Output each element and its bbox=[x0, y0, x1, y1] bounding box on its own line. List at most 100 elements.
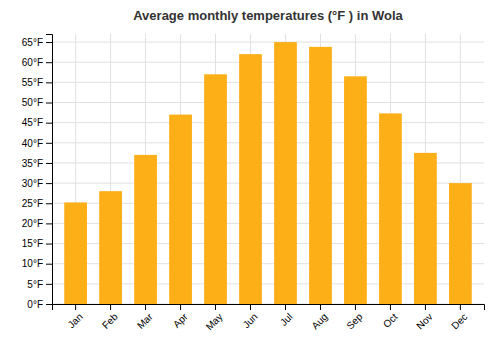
grid-line bbox=[52, 42, 484, 43]
bar bbox=[379, 113, 402, 304]
tick: Apr bbox=[171, 304, 190, 330]
tick-label: Nov bbox=[414, 311, 434, 331]
axis-line bbox=[46, 35, 53, 305]
axis-line bbox=[53, 305, 485, 311]
tick-label: 0°F bbox=[27, 299, 43, 310]
tick-label: Jun bbox=[241, 311, 260, 330]
tick-mark bbox=[460, 304, 461, 310]
tick-mark bbox=[46, 143, 52, 144]
tick: 60°F bbox=[22, 57, 52, 68]
tick: 65°F bbox=[22, 37, 52, 48]
tick-label: 5°F bbox=[27, 279, 43, 290]
bar bbox=[449, 183, 472, 304]
tick: Aug bbox=[309, 304, 329, 331]
chart-container: 0°F 5°F 10°F 15°F 20°F 25°F 30°F 35°F 40°F 45°F 50… bbox=[0, 0, 500, 350]
tick-label: 10°F bbox=[22, 258, 43, 269]
tick: 5°F bbox=[27, 279, 52, 290]
tick-mark bbox=[46, 82, 52, 83]
tick-mark bbox=[46, 304, 52, 305]
tick-label: Jul bbox=[278, 311, 295, 328]
tick-label: 60°F bbox=[22, 57, 43, 68]
tick-label: 20°F bbox=[22, 218, 43, 229]
tick-label: 30°F bbox=[22, 178, 43, 189]
grid-line bbox=[52, 122, 484, 123]
tick-label: Oct bbox=[381, 311, 400, 330]
tick: 15°F bbox=[22, 238, 52, 249]
bar bbox=[414, 153, 437, 304]
tick: 55°F bbox=[22, 77, 52, 88]
tick-label: Mar bbox=[135, 311, 155, 331]
tick-mark bbox=[46, 183, 52, 184]
tick-mark bbox=[46, 223, 52, 224]
tick-label: 50°F bbox=[22, 97, 43, 108]
bar bbox=[239, 54, 262, 304]
y-axis: 0°F 5°F 10°F 15°F 20°F 25°F 30°F 35°F 40°F 45°F 50… bbox=[22, 35, 53, 310]
tick-label: Apr bbox=[171, 311, 190, 330]
tick-label: Dec bbox=[449, 311, 469, 331]
tick: Mar bbox=[135, 304, 155, 331]
tick-label: 40°F bbox=[22, 138, 43, 149]
grid bbox=[52, 34, 484, 304]
tick-mark bbox=[46, 244, 52, 245]
tick: 30°F bbox=[22, 178, 52, 189]
tick-mark bbox=[285, 304, 286, 310]
tick-mark bbox=[46, 264, 52, 265]
tick-mark bbox=[145, 304, 146, 310]
tick-label: 35°F bbox=[22, 158, 43, 169]
tick-label: 15°F bbox=[22, 238, 43, 249]
tick: 10°F bbox=[22, 258, 52, 269]
title: Average monthly temperatures (°F ) in Wo… bbox=[133, 8, 403, 23]
tick-mark bbox=[46, 163, 52, 164]
tick-mark bbox=[46, 42, 52, 43]
chart-svg: 0°F 5°F 10°F 15°F 20°F 25°F 30°F 35°F 40°F 45°F 50… bbox=[0, 0, 500, 350]
tick: Dec bbox=[449, 304, 469, 331]
tick: Feb bbox=[100, 304, 120, 331]
bar bbox=[169, 115, 192, 304]
tick-label: 45°F bbox=[22, 117, 43, 128]
bar bbox=[134, 155, 157, 304]
tick: 40°F bbox=[22, 138, 52, 149]
tick: May bbox=[204, 304, 225, 332]
tick-mark bbox=[46, 203, 52, 204]
tick: Jun bbox=[241, 304, 260, 330]
tick-label: 55°F bbox=[22, 77, 43, 88]
plot: 0°F 5°F 10°F 15°F 20°F 25°F 30°F 35°F 40°F 45°F 50… bbox=[22, 34, 485, 332]
tick-mark bbox=[425, 304, 426, 310]
grid-line bbox=[52, 142, 484, 143]
tick: Jul bbox=[278, 304, 295, 328]
tick-mark bbox=[46, 103, 52, 104]
tick: 0°F bbox=[27, 299, 52, 310]
bar bbox=[64, 202, 87, 304]
tick-label: 25°F bbox=[22, 198, 43, 209]
tick-label: Feb bbox=[100, 311, 120, 331]
tick: 45°F bbox=[22, 117, 52, 128]
tick-mark bbox=[46, 123, 52, 124]
tick-mark bbox=[215, 304, 216, 310]
bar bbox=[309, 47, 332, 304]
bar bbox=[274, 42, 297, 304]
tick-mark bbox=[180, 304, 181, 310]
bar bbox=[204, 74, 227, 304]
tick: 20°F bbox=[22, 218, 52, 229]
tick-label: Aug bbox=[309, 311, 329, 331]
tick: Jan bbox=[66, 304, 85, 330]
tick-label: May bbox=[204, 311, 225, 332]
tick-mark bbox=[46, 284, 52, 285]
tick-label: 65°F bbox=[22, 37, 43, 48]
bar bbox=[344, 76, 367, 304]
tick-mark bbox=[355, 304, 356, 310]
bars bbox=[64, 42, 472, 304]
grid-line bbox=[52, 82, 484, 83]
bar bbox=[99, 191, 122, 304]
tick-mark bbox=[320, 304, 321, 310]
tick: Sep bbox=[344, 304, 365, 331]
tick-mark bbox=[110, 304, 111, 310]
tick: 25°F bbox=[22, 198, 52, 209]
tick: Oct bbox=[381, 304, 400, 330]
tick-label: Jan bbox=[66, 311, 85, 330]
tick-mark bbox=[250, 304, 251, 310]
x-axis: Jan Feb Mar Apr May Jun Jul Aug Sep Oct Nov Dec bbox=[53, 304, 485, 332]
tick: Nov bbox=[414, 304, 434, 331]
tick-mark bbox=[390, 304, 391, 310]
tick-label: Sep bbox=[344, 311, 365, 332]
